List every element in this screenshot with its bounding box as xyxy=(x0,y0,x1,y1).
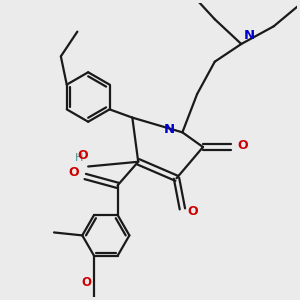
Text: O: O xyxy=(187,205,198,218)
Text: O: O xyxy=(69,167,79,179)
Text: N: N xyxy=(244,28,255,42)
Text: H: H xyxy=(75,153,83,163)
Text: O: O xyxy=(77,149,88,162)
Text: N: N xyxy=(164,124,175,136)
Text: O: O xyxy=(237,140,248,152)
Text: O: O xyxy=(81,276,91,290)
